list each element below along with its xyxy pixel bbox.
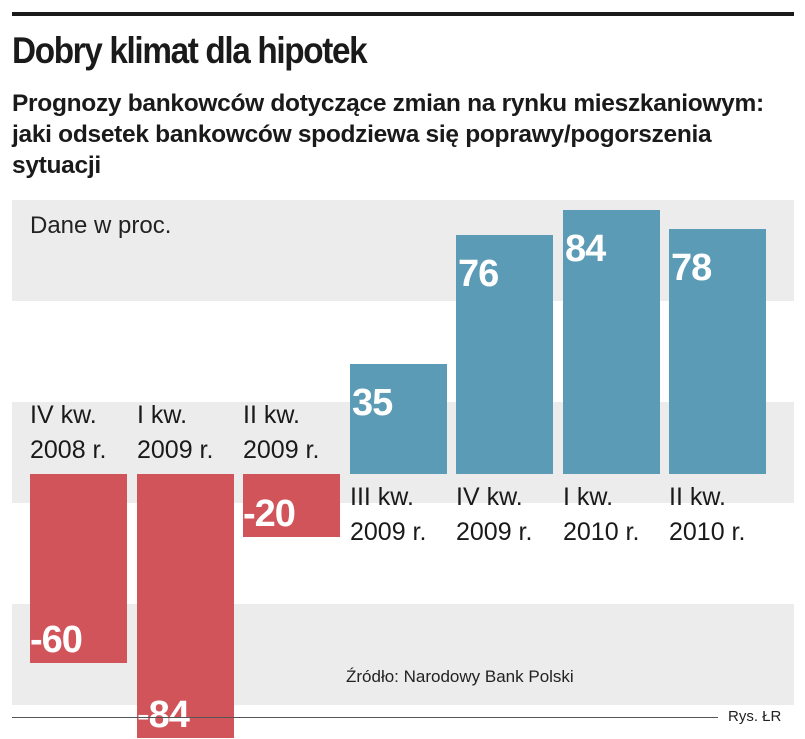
grid-band bbox=[12, 604, 794, 705]
category-label-line: 2008 r. bbox=[30, 436, 107, 464]
category-label-line: 2009 r. bbox=[137, 436, 214, 464]
bar-5: 76 bbox=[456, 235, 553, 474]
category-label-line: III kw. bbox=[350, 483, 414, 511]
category-label-line: 2009 r. bbox=[350, 518, 427, 546]
bar-1: -60 bbox=[30, 474, 127, 663]
category-label: IV kw. 2008 r. bbox=[30, 398, 106, 468]
bar-value-label: 35 bbox=[352, 382, 393, 424]
bar-value-label: 84 bbox=[565, 228, 606, 270]
category-label: II kw. 2009 r. bbox=[243, 398, 319, 468]
category-label: IV kw. 2009 r. bbox=[456, 480, 532, 550]
chart-subtitle: Prognozy bankowców dotyczące zmian na ry… bbox=[12, 90, 764, 179]
bar-6: 84 bbox=[563, 210, 660, 474]
category-label: I kw. 2009 r. bbox=[137, 398, 213, 468]
category-label: II kw. 2010 r. bbox=[669, 480, 745, 550]
top-rule bbox=[12, 12, 794, 16]
category-label-line: II kw. bbox=[243, 401, 300, 429]
category-label-line: 2009 r. bbox=[243, 436, 320, 464]
category-label: I kw. 2010 r. bbox=[563, 480, 639, 550]
category-label-line: I kw. bbox=[563, 483, 614, 511]
bar-value-label: -20 bbox=[243, 492, 296, 535]
unit-label: Dane w proc. bbox=[30, 212, 172, 239]
category-label: III kw. 2009 r. bbox=[350, 480, 426, 550]
category-label-line: II kw. bbox=[669, 483, 726, 511]
bar-value-label: 76 bbox=[458, 253, 499, 296]
bar-value-label: -84 bbox=[137, 694, 190, 736]
bar-value-label: -60 bbox=[30, 618, 83, 661]
category-label-line: 2010 r. bbox=[563, 518, 640, 546]
category-label-line: 2010 r. bbox=[669, 518, 746, 546]
source-note: Źródło: Narodowy Bank Polski bbox=[346, 667, 574, 686]
bar-value-label: 78 bbox=[671, 246, 712, 289]
credit-note: Rys. ŁR bbox=[728, 708, 782, 725]
category-label-line: IV kw. bbox=[30, 401, 97, 429]
bar-4: 35 bbox=[350, 364, 447, 474]
grid-band bbox=[12, 200, 794, 301]
category-label-line: I kw. bbox=[137, 401, 188, 429]
category-label-line: IV kw. bbox=[456, 483, 523, 511]
chart-title: Dobry klimat dla hipotek bbox=[12, 30, 368, 71]
category-label-line: 2009 r. bbox=[456, 518, 533, 546]
bar-3: -20 bbox=[243, 474, 340, 537]
bottom-rule bbox=[12, 717, 718, 718]
bar-7: 78 bbox=[669, 228, 766, 474]
bar-2: -84 bbox=[137, 474, 234, 738]
